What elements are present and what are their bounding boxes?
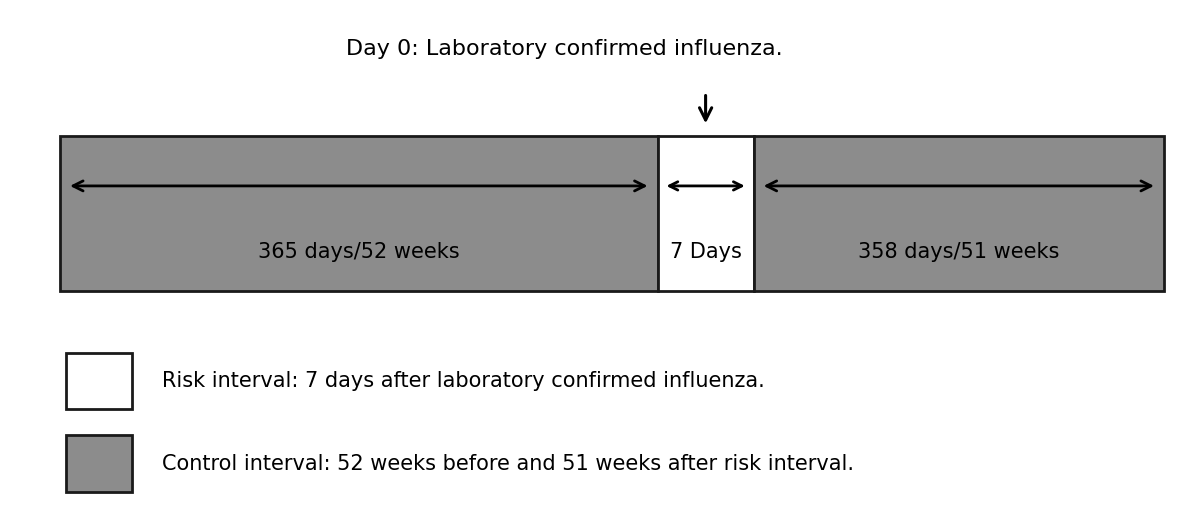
Text: Day 0: Laboratory confirmed influenza.: Day 0: Laboratory confirmed influenza. (346, 39, 782, 59)
Text: Risk interval: 7 days after laboratory confirmed influenza.: Risk interval: 7 days after laboratory c… (162, 371, 764, 391)
Text: 365 days/52 weeks: 365 days/52 weeks (258, 243, 460, 262)
Bar (60, 136, 658, 291)
Bar (66, 435, 132, 492)
Text: 358 days/51 weeks: 358 days/51 weeks (858, 243, 1060, 262)
Bar (754, 136, 1164, 291)
Text: 7 Days: 7 Days (670, 243, 742, 262)
Bar (658, 136, 754, 291)
Text: Control interval: 52 weeks before and 51 weeks after risk interval.: Control interval: 52 weeks before and 51… (162, 454, 854, 473)
Bar (66, 353, 132, 409)
